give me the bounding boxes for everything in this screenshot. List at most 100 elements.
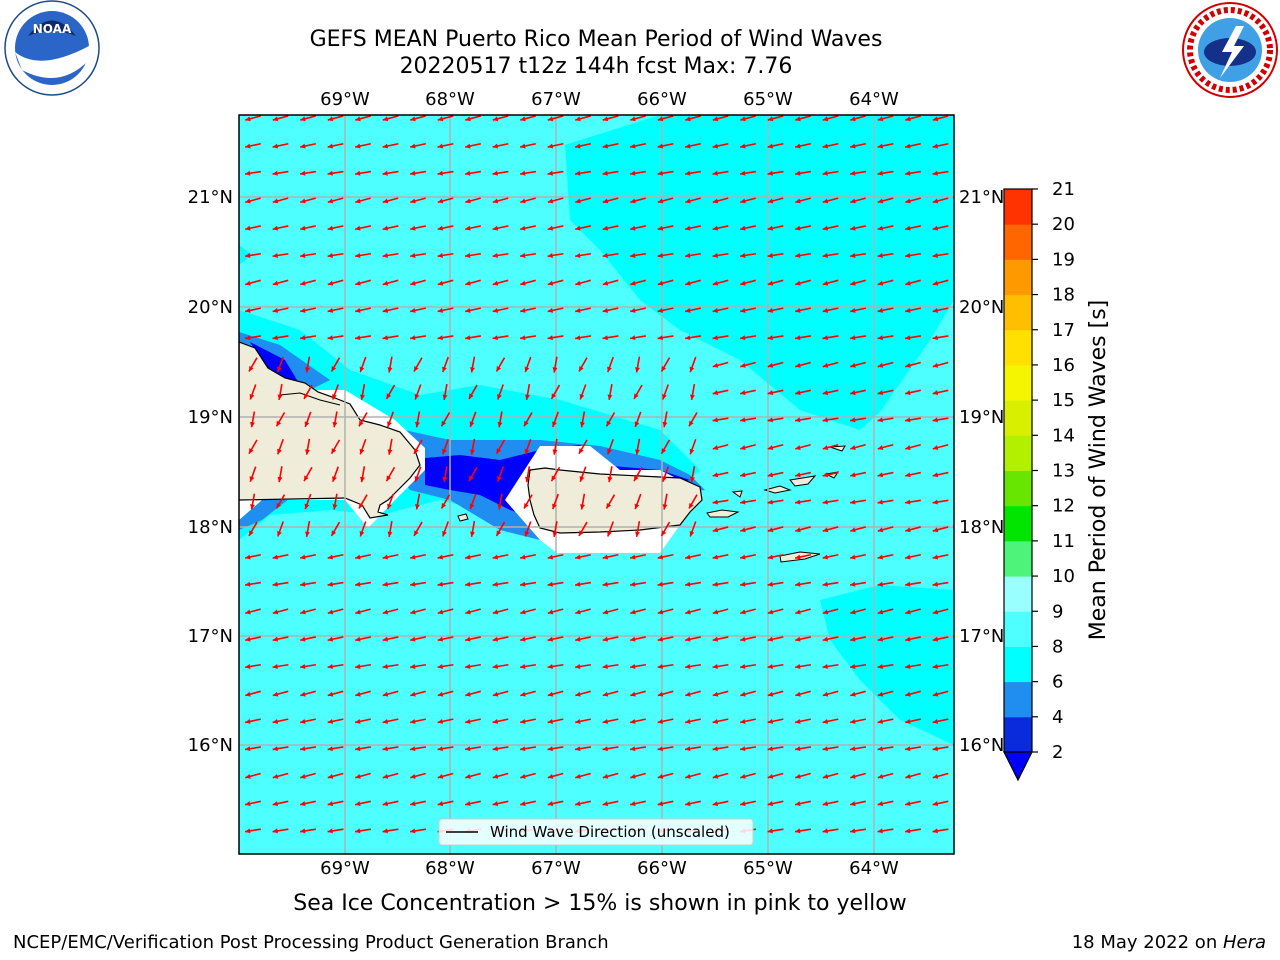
wind-arrow	[524, 521, 532, 537]
wind-arrow	[607, 383, 613, 401]
wind-arrow	[932, 526, 949, 533]
wind-arrow	[712, 800, 729, 807]
wind-arrow	[300, 279, 316, 286]
colorbar-swatch	[1004, 611, 1032, 647]
wind-arrow	[635, 356, 641, 373]
wind-arrow	[822, 443, 839, 450]
wind-arrow	[387, 493, 394, 510]
wind-arrow	[822, 197, 839, 204]
wind-arrow	[932, 279, 949, 286]
wind-arrow	[602, 772, 619, 779]
wind-arrow	[740, 608, 756, 615]
wind-arrow	[492, 663, 509, 669]
wind-arrow	[547, 663, 564, 669]
wind-arrow	[685, 307, 701, 313]
wind-arrow	[410, 197, 426, 204]
wind-arrow	[245, 718, 261, 724]
wind-arrow	[330, 357, 341, 372]
wind-arrow	[465, 142, 481, 149]
wind-arrow	[932, 636, 949, 642]
wind-arrow	[382, 170, 399, 176]
wind-arrow	[877, 553, 894, 560]
wind-arrow	[767, 417, 784, 423]
wind-arrow	[464, 746, 482, 752]
wind-arrow	[932, 772, 949, 779]
wind-arrow	[849, 499, 867, 505]
wind-arrow	[877, 718, 894, 724]
wind-arrow	[272, 225, 289, 231]
wind-arrow	[877, 279, 894, 286]
wind-arrow	[437, 252, 454, 258]
wind-arrow	[905, 225, 921, 231]
wind-arrow	[382, 279, 399, 286]
wind-arrow	[574, 252, 592, 258]
colorbar-tick-label: 20	[1052, 214, 1075, 235]
wind-arrow	[877, 581, 894, 587]
footer-date-text: 18 May 2022 on	[1071, 932, 1223, 953]
wind-arrow	[932, 389, 949, 396]
wind-arrow	[492, 636, 509, 642]
wind-arrow	[822, 389, 839, 396]
wind-arrow	[272, 718, 289, 724]
wind-arrow	[904, 417, 922, 423]
wind-arrow	[877, 170, 894, 176]
wind-arrow	[630, 553, 646, 560]
wind-arrow	[877, 608, 894, 615]
wind-arrow	[300, 225, 316, 231]
wind-arrow	[327, 828, 344, 834]
wind-arrow	[327, 335, 344, 341]
wind-wave-direction-arrows	[244, 115, 949, 834]
wind-arrow	[272, 636, 289, 642]
wind-arrow	[822, 553, 839, 560]
wind-arrow	[355, 197, 371, 204]
wind-arrow	[359, 356, 367, 373]
wind-arrow	[552, 438, 558, 455]
wind-arrow	[327, 690, 344, 697]
wind-arrow	[578, 439, 588, 455]
wind-arrow	[249, 466, 257, 482]
wind-arrow	[932, 417, 949, 423]
wind-arrow	[492, 279, 509, 286]
wind-arrow	[850, 471, 866, 478]
wind-arrow	[602, 279, 619, 286]
wind-arrow	[442, 521, 449, 537]
wind-arrow	[410, 690, 426, 697]
map-legend: Wind Wave Direction (unscaled)	[438, 818, 754, 846]
wind-arrow	[580, 493, 586, 510]
wind-arrow	[767, 746, 784, 752]
wind-arrow	[382, 553, 399, 560]
wind-arrow	[795, 526, 811, 533]
wind-arrow	[795, 279, 811, 286]
wind-arrow	[767, 170, 784, 176]
footer-host: Hera	[1222, 932, 1266, 953]
wind-arrow	[607, 356, 614, 373]
wind-arrow	[410, 718, 426, 724]
wind-arrow	[520, 553, 536, 560]
wind-arrow	[657, 772, 674, 779]
wind-arrow	[877, 197, 894, 204]
wind-arrow	[712, 553, 729, 560]
wind-arrow	[602, 115, 619, 122]
wind-arrow	[469, 493, 477, 510]
wind-arrow	[712, 746, 729, 752]
wind-arrow	[712, 690, 729, 697]
wind-arrow	[905, 361, 921, 368]
colorbar-tick-label: 10	[1052, 566, 1075, 587]
lon-label-top: 67°W	[531, 89, 581, 110]
wind-arrow	[465, 553, 481, 560]
wind-arrow	[492, 553, 509, 560]
wind-arrow	[304, 411, 312, 428]
wind-arrow	[492, 608, 509, 615]
mona-island	[457, 513, 469, 522]
wind-arrow	[932, 690, 949, 697]
wind-arrow	[630, 279, 646, 286]
wind-arrow	[382, 828, 399, 834]
lat-label-right: 20°N	[959, 297, 1004, 318]
wind-arrow	[244, 581, 262, 587]
lon-label-top: 69°W	[320, 89, 370, 110]
wind-arrow	[739, 170, 757, 176]
wind-arrow	[932, 252, 949, 258]
wind-arrow	[740, 443, 756, 450]
wind-arrow	[685, 225, 701, 231]
wind-arrow	[492, 800, 509, 807]
